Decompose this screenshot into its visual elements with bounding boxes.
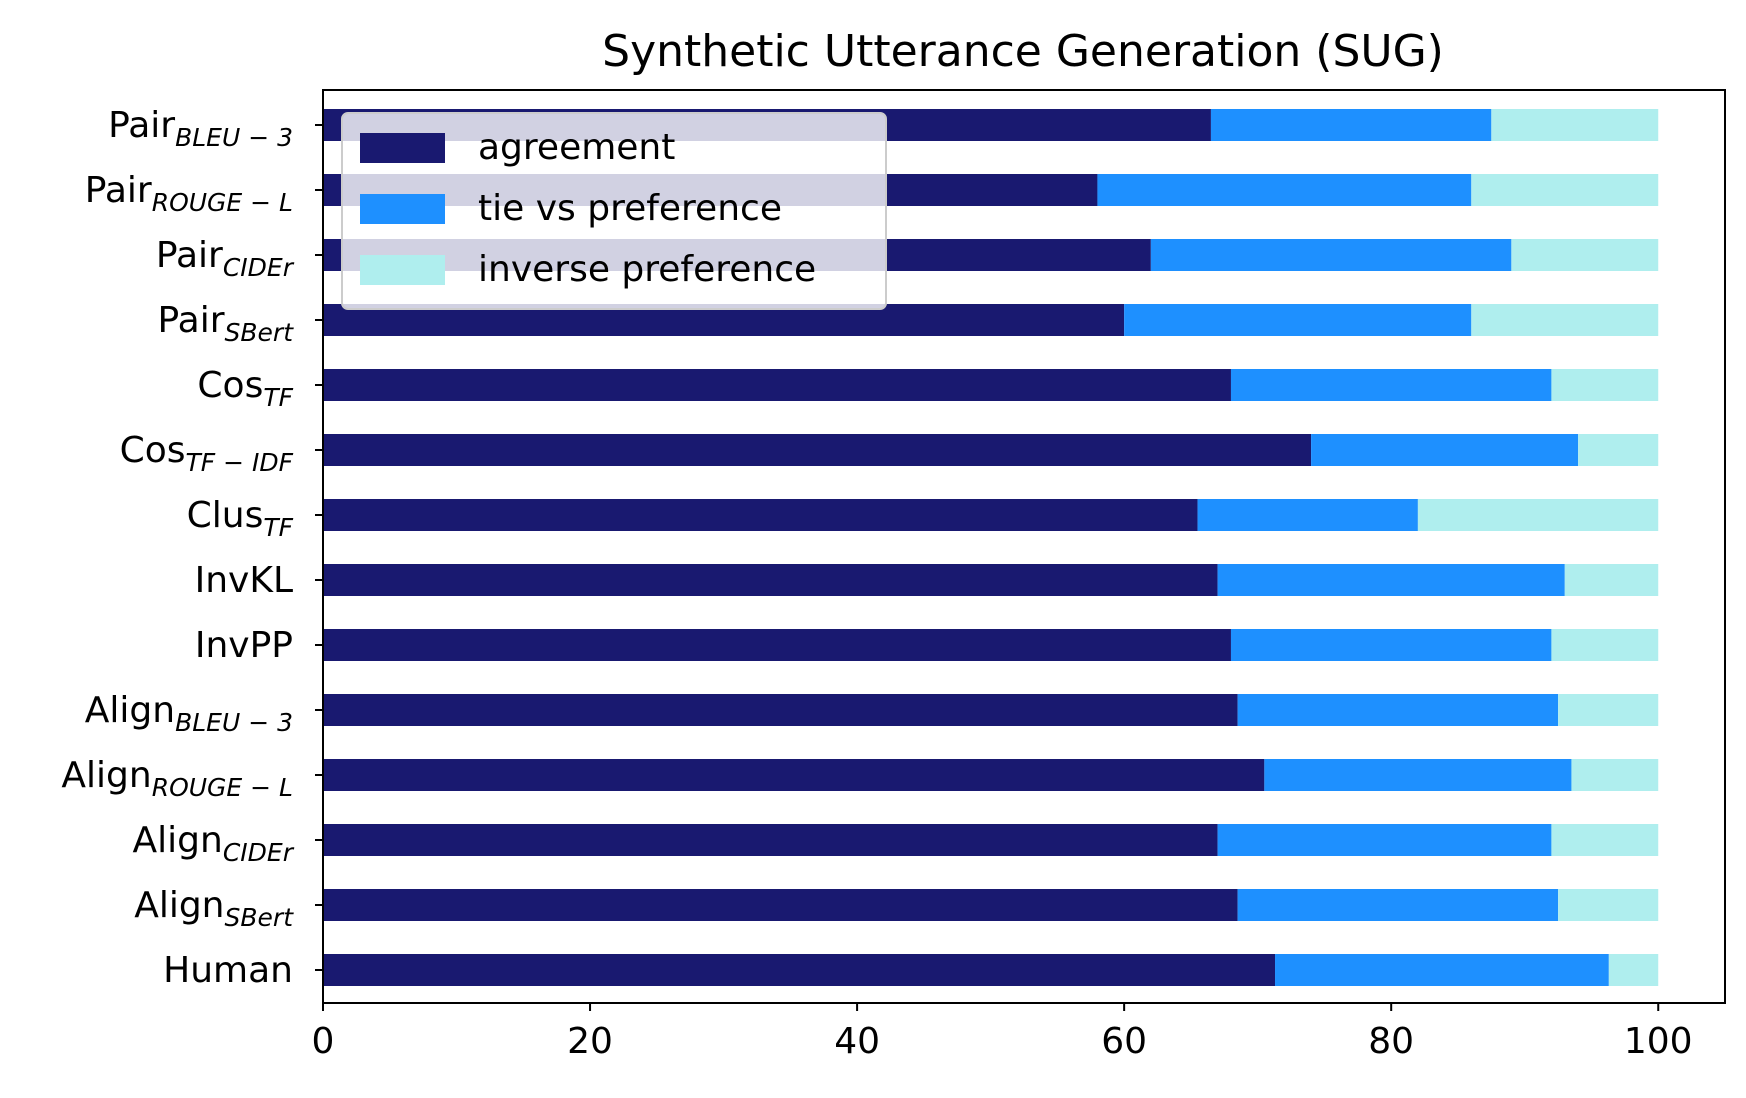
bar-inverse-preference-3 — [1471, 304, 1659, 336]
bar-inverse-preference-9 — [1558, 694, 1659, 726]
bar-tie-vs-preference-4 — [1230, 369, 1552, 401]
bar-tie-vs-preference-10 — [1264, 759, 1572, 791]
x-tick-label: 80 — [1368, 1021, 1414, 1062]
x-axis-ticks: 0 20 40 60 80 100 — [312, 1003, 1693, 1062]
y-tick-label: AlignROUGE − L — [61, 755, 293, 802]
legend-swatch — [360, 194, 445, 224]
bar-inverse-preference-7 — [1564, 564, 1659, 596]
bars-layer — [323, 109, 1659, 986]
bar-inverse-preference-12 — [1558, 889, 1659, 921]
bar-agreement-11 — [323, 824, 1218, 856]
bar-inverse-preference-0 — [1491, 109, 1659, 141]
y-tick-label: PairROUGE − L — [85, 170, 293, 217]
legend-swatch — [360, 255, 445, 285]
plot-frame — [322, 89, 1726, 1004]
y-tick-label: AlignCIDEr — [133, 820, 295, 867]
x-tick-label: 20 — [567, 1021, 613, 1062]
bar-inverse-preference-13 — [1608, 954, 1659, 986]
bar-agreement-6 — [323, 499, 1198, 531]
y-tick-label: InvKL — [195, 560, 293, 601]
legend-label: tie vs preference — [478, 188, 782, 229]
x-tick-label: 40 — [834, 1021, 880, 1062]
y-tick-label: CosTF — [197, 365, 293, 412]
y-tick-label: CosTF − IDF — [120, 430, 294, 477]
bar-tie-vs-preference-6 — [1197, 499, 1418, 531]
bar-tie-vs-preference-9 — [1237, 694, 1559, 726]
bar-tie-vs-preference-5 — [1311, 434, 1579, 466]
bar-agreement-12 — [323, 889, 1238, 921]
bar-inverse-preference-11 — [1551, 824, 1659, 856]
bar-tie-vs-preference-12 — [1237, 889, 1559, 921]
bar-agreement-7 — [323, 564, 1218, 596]
bar-agreement-13 — [323, 954, 1276, 986]
y-tick-label: PairCIDEr — [156, 235, 295, 282]
bar-inverse-preference-6 — [1417, 499, 1659, 531]
bar-tie-vs-preference-2 — [1150, 239, 1512, 271]
chart-title: Synthetic Utterance Generation (SUG) — [602, 26, 1444, 77]
bar-agreement-9 — [323, 694, 1238, 726]
bar-inverse-preference-4 — [1551, 369, 1659, 401]
x-tick-label: 60 — [1101, 1021, 1147, 1062]
bar-inverse-preference-1 — [1471, 174, 1659, 206]
bar-agreement-8 — [323, 629, 1231, 661]
bar-tie-vs-preference-0 — [1210, 109, 1492, 141]
bar-agreement-5 — [323, 434, 1312, 466]
legend-box — [341, 112, 887, 310]
bar-agreement-10 — [323, 759, 1265, 791]
y-tick-label: InvPP — [195, 625, 293, 666]
bar-tie-vs-preference-8 — [1230, 629, 1552, 661]
y-tick-label: AlignSBert — [134, 885, 294, 932]
bar-agreement-4 — [323, 369, 1231, 401]
bar-inverse-preference-2 — [1511, 239, 1659, 271]
bar-inverse-preference-5 — [1578, 434, 1659, 466]
bar-tie-vs-preference-11 — [1217, 824, 1552, 856]
x-tick-label: 100 — [1624, 1021, 1693, 1062]
bar-tie-vs-preference-13 — [1275, 954, 1609, 986]
y-tick-label: PairBLEU − 3 — [108, 105, 293, 152]
bar-inverse-preference-8 — [1551, 629, 1659, 661]
bar-tie-vs-preference-1 — [1097, 174, 1472, 206]
y-tick-label: AlignBLEU − 3 — [85, 690, 293, 737]
bar-tie-vs-preference-3 — [1124, 304, 1472, 336]
legend: agreement tie vs preference inverse prefer… — [341, 112, 887, 310]
bar-tie-vs-preference-7 — [1217, 564, 1565, 596]
y-tick-label: Human — [163, 950, 293, 991]
bar-inverse-preference-10 — [1571, 759, 1659, 791]
legend-label: inverse preference — [478, 249, 816, 290]
y-tick-label: PairSBert — [158, 300, 295, 347]
legend-swatch — [360, 133, 445, 163]
y-tick-label: ClusTF — [187, 495, 294, 542]
y-axis-ticks: PairBLEU − 3 PairROUGE − L PairCIDEr PairSB… — [61, 105, 323, 991]
x-tick-label: 0 — [312, 1021, 335, 1062]
legend-label: agreement — [478, 127, 675, 168]
